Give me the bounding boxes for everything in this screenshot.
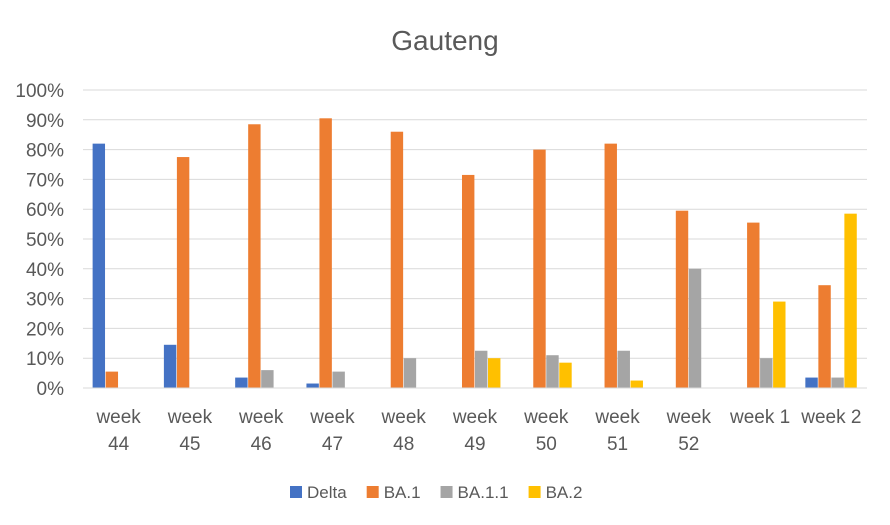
x-tick-label: week 46 bbox=[238, 407, 284, 455]
bar-ba-2 bbox=[630, 380, 643, 388]
bar-ba-2 bbox=[844, 213, 857, 388]
y-tick-label: 20% bbox=[26, 319, 64, 340]
y-tick-label: 60% bbox=[26, 200, 64, 221]
legend-item-ba-1-1: BA.1.1 bbox=[440, 483, 509, 502]
x-tick-label: week 50 bbox=[523, 407, 569, 455]
legend-label: BA.2 bbox=[546, 483, 583, 502]
y-tick-label: 100% bbox=[15, 81, 64, 102]
chart-title: Gauteng bbox=[391, 25, 498, 56]
y-tick-label: 80% bbox=[26, 141, 64, 162]
x-tick-label: week 52 bbox=[666, 407, 712, 455]
bar-delta bbox=[163, 344, 177, 388]
y-tick-label: 10% bbox=[26, 349, 64, 370]
bar-ba-1 bbox=[176, 157, 190, 388]
bar-ba-1-1 bbox=[475, 350, 488, 388]
bar-ba-2 bbox=[559, 362, 572, 388]
bar-ba-1 bbox=[319, 118, 332, 388]
y-tick-label: 90% bbox=[26, 111, 64, 132]
bar-ba-1 bbox=[533, 149, 546, 388]
legend-swatch bbox=[366, 486, 379, 498]
x-axis-ticks: week 44 week 45 week 46 week 47 week 48 week 49 week… bbox=[95, 407, 861, 455]
bar-ba-1 bbox=[461, 174, 475, 388]
y-tick-label: 40% bbox=[26, 260, 64, 281]
bar-ba-1-1 bbox=[546, 355, 559, 388]
bar-delta bbox=[92, 143, 106, 388]
x-tick-label: week 45 bbox=[167, 407, 213, 455]
bar-ba-1-1 bbox=[617, 350, 630, 388]
y-tick-label: 50% bbox=[26, 230, 64, 251]
x-tick-label: week 49 bbox=[452, 407, 498, 455]
x-tick-label: week 1 bbox=[729, 407, 790, 428]
legend-item-delta: Delta bbox=[290, 483, 347, 502]
bar-delta bbox=[306, 383, 319, 388]
legend-swatch bbox=[440, 486, 453, 498]
x-tick-label: week 44 bbox=[95, 407, 141, 455]
x-tick-label: week 48 bbox=[381, 407, 427, 455]
bar-ba-1 bbox=[105, 371, 119, 388]
gridlines bbox=[83, 89, 867, 359]
bar-ba-1-1 bbox=[831, 377, 844, 388]
legend-label: Delta bbox=[307, 483, 347, 502]
legend-swatch bbox=[528, 486, 541, 498]
bar-ba-1-1 bbox=[688, 268, 702, 388]
x-tick-label: week 51 bbox=[594, 407, 640, 455]
bar-delta bbox=[805, 377, 818, 388]
bar-ba-2 bbox=[773, 301, 786, 388]
bar-ba-1 bbox=[747, 222, 760, 388]
bar-delta bbox=[235, 377, 248, 388]
bar-ba-1 bbox=[248, 124, 261, 389]
y-tick-label: 30% bbox=[26, 290, 64, 311]
bar-ba-1-1 bbox=[760, 358, 773, 388]
bar-ba-1 bbox=[818, 285, 831, 388]
legend-label: BA.1.1 bbox=[458, 483, 509, 502]
legend-swatch bbox=[290, 486, 302, 498]
bar-ba-1-1 bbox=[261, 370, 274, 388]
legend: Delta BA.1 BA.1.1 BA.2 bbox=[290, 483, 582, 502]
y-tick-label: 0% bbox=[37, 379, 65, 400]
legend-item-ba-1: BA.1 bbox=[366, 483, 421, 502]
y-tick-label: 70% bbox=[26, 170, 64, 191]
bar-ba-1 bbox=[675, 210, 689, 388]
bar-ba-1 bbox=[604, 143, 617, 388]
bar-ba-2 bbox=[488, 358, 501, 388]
bar-ba-1-1 bbox=[332, 371, 345, 388]
legend-label: BA.1 bbox=[384, 483, 421, 502]
bar-ba-1 bbox=[390, 131, 404, 388]
bars bbox=[92, 118, 857, 389]
x-tick-label: week 2 bbox=[800, 407, 861, 428]
bar-ba-1-1 bbox=[403, 358, 417, 388]
legend-item-ba-2: BA.2 bbox=[528, 483, 583, 502]
x-tick-label: week 47 bbox=[309, 407, 355, 455]
y-axis-ticks: 0% 10% 20% 30% 40% 50% 60% 70% 80% 90% 100% bbox=[15, 81, 64, 400]
